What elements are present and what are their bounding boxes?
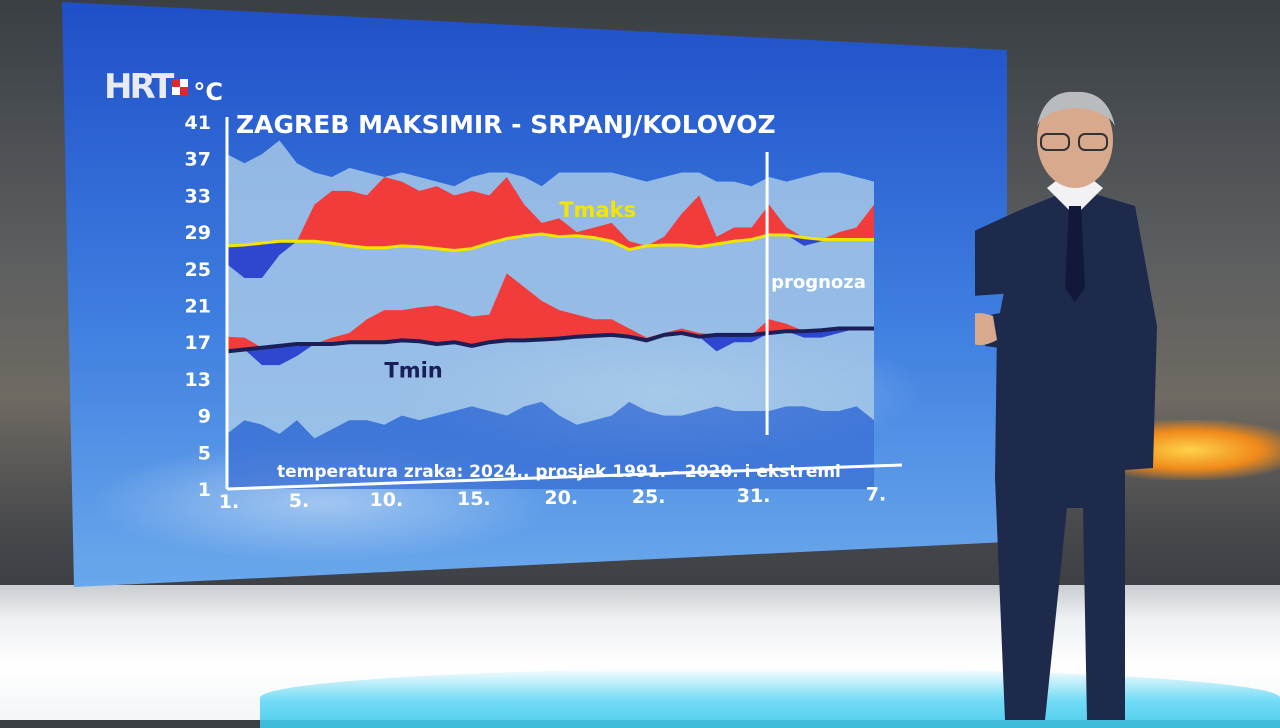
chart: 41 37 33 29 25 21 17 13 9 5 1 1. 5. 10. 15. 20. 25. 31. 7.…	[62, 2, 1007, 587]
unit-label: °C	[193, 78, 223, 106]
plot-area: 41 37 33 29 25 21 17 13 9 5 1 1. 5. 10. 15. 20. 25. 31. 7.…	[185, 112, 903, 513]
x-tick-label: 5.	[289, 490, 309, 512]
y-tick-label: 25	[185, 259, 211, 281]
x-tick-label: 20.	[544, 487, 578, 509]
chart-subtitle: temperatura zraka: 2024., prosjek 1991. …	[277, 462, 841, 482]
x-tick-label: 7.	[866, 484, 886, 506]
x-tick-label: 10.	[370, 489, 404, 511]
logo-wordmark: HRT	[104, 67, 174, 107]
below-record-band	[227, 401, 874, 489]
tmaks-label: Tmaks	[559, 198, 636, 222]
y-tick-label: 29	[185, 222, 211, 244]
x-axis	[226, 463, 903, 491]
broadcaster-logo: HRT °C	[104, 68, 223, 106]
y-tick-label: 37	[185, 149, 211, 171]
x-tick-label: 31.	[737, 485, 771, 507]
tmin-warm-anomaly	[227, 273, 874, 352]
weather-video-wall: 41 37 33 29 25 21 17 13 9 5 1 1. 5. 10. 15. 20. 25. 31. 7.…	[62, 2, 1007, 587]
y-tick-label: 9	[198, 406, 211, 428]
tmax-warm-anomaly	[227, 177, 874, 251]
tmin-cold-anomaly	[227, 328, 874, 366]
y-tick-label: 21	[185, 296, 211, 318]
y-tick-label: 1	[198, 479, 211, 501]
x-tick-label: 15.	[457, 488, 491, 510]
y-tick-label: 17	[185, 332, 211, 354]
y-tick-label: 5	[198, 442, 211, 464]
chart-title: ZAGREB MAKSIMIR - SRPANJ/KOLOVOZ	[236, 110, 776, 139]
presenter-figure	[975, 91, 1157, 720]
x-tick-label: 1.	[219, 491, 239, 513]
logo-checkerboard-icon	[172, 79, 189, 95]
x-tick-label: 25.	[632, 486, 666, 508]
y-tick-label: 13	[185, 369, 211, 391]
y-tick-label: 41	[185, 112, 211, 134]
y-tick-label: 33	[185, 185, 211, 207]
forecast-label: prognoza	[771, 272, 866, 293]
tmin-label: Tmin	[384, 359, 442, 383]
